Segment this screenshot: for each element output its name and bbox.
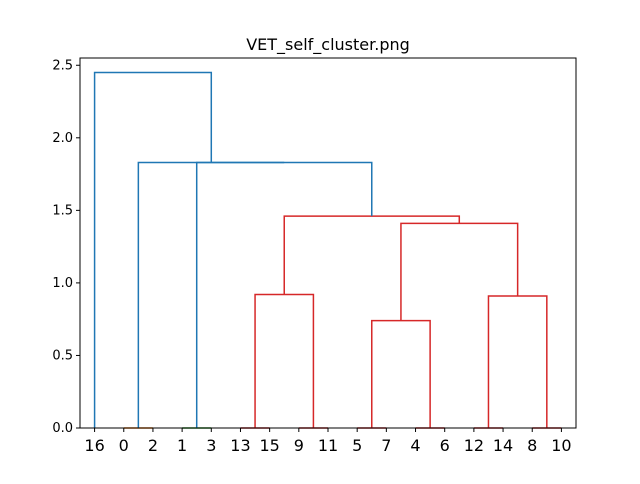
x-tick-label: 9 — [294, 436, 304, 455]
dendrogram-link — [283, 215, 461, 295]
chart-title: VET_self_cluster.png — [246, 35, 410, 55]
x-tick-label: 2 — [148, 436, 158, 455]
x-tick-label: 5 — [352, 436, 362, 455]
x-tick-label: 4 — [410, 436, 420, 455]
x-tick-label: 14 — [493, 436, 513, 455]
y-tick-label: 0.5 — [52, 348, 73, 363]
x-axis: 16 0 2 1 3 13 15 9 11 5 7 4 6 12 14 8 10 — [84, 428, 572, 455]
y-tick-label: 2.5 — [52, 58, 73, 73]
x-tick-label: 7 — [381, 436, 391, 455]
dendrogram-link — [254, 293, 315, 428]
x-tick-label: 1 — [177, 436, 187, 455]
x-tick-label: 0 — [119, 436, 129, 455]
dendrogram-link — [195, 161, 373, 428]
dendrogram-link — [93, 71, 213, 428]
x-tick-label: 11 — [318, 436, 338, 455]
dendrogram-link — [487, 295, 548, 428]
x-tick-label: 3 — [206, 436, 216, 455]
x-tick-label: 6 — [440, 436, 450, 455]
dendrogram-link — [400, 222, 519, 321]
x-tick-label: 12 — [464, 436, 484, 455]
dendrogram-link — [137, 161, 285, 428]
x-tick-label: 15 — [259, 436, 279, 455]
y-tick-label: 2.0 — [52, 131, 73, 146]
y-axis: 0.0 0.5 1.0 1.5 2.0 2.5 — [52, 58, 80, 436]
y-tick-label: 1.0 — [52, 276, 73, 291]
x-tick-label: 10 — [551, 436, 571, 455]
x-tick-label: 13 — [230, 436, 250, 455]
y-tick-label: 0.0 — [52, 421, 73, 436]
y-tick-label: 1.5 — [52, 203, 73, 218]
x-tick-label: 16 — [84, 436, 104, 455]
x-tick-label: 8 — [527, 436, 537, 455]
